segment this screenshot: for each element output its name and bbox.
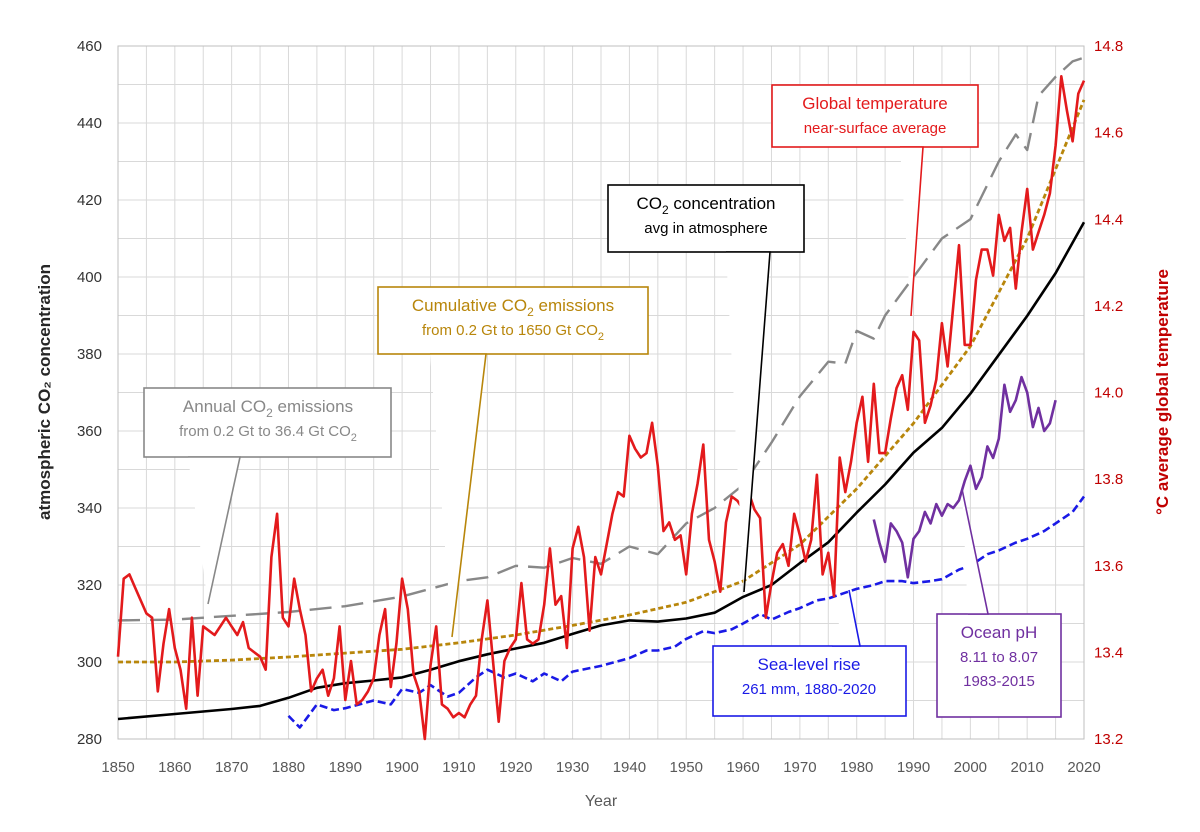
y2-tick-label: 14.8 (1094, 38, 1123, 55)
callout-box (377, 286, 649, 355)
callout-pointer (900, 146, 924, 317)
y2-tick-label: 13.6 (1094, 558, 1123, 575)
x-tick-label: 1980 (840, 759, 873, 776)
x-tick-label: 1950 (670, 759, 703, 776)
callout-title: Global temperature (802, 94, 948, 113)
tick-layer: 1850 1860 1870 1880 1890 1900 1910 1920 1930 1940… (77, 38, 1123, 776)
x-tick-label: 1940 (613, 759, 646, 776)
callout-subtitle-text: from 0.2 Gt to 36.4 Gt CO (179, 423, 351, 440)
x-tick-label: 1880 (272, 759, 305, 776)
callout-subtitle: 261 mm, 1880-2020 (742, 681, 876, 698)
callout-title: Ocean pH (961, 623, 1038, 642)
callout-subtitle: 8.11 to 8.07 (960, 649, 1038, 666)
callout-box (771, 84, 979, 148)
callout-pointer (430, 353, 487, 638)
callout-subtitle: 1983-2015 (963, 673, 1035, 690)
x-tick-label: 1990 (897, 759, 930, 776)
x-tick-label: 1850 (101, 759, 134, 776)
callout-subtitle-subscript: 2 (351, 432, 357, 444)
callout-pointer (188, 456, 241, 605)
y-tick-label: 420 (77, 192, 102, 209)
x-tick-label: 1870 (215, 759, 248, 776)
callout-title-text: Cumulative CO (412, 296, 527, 315)
callout-pointer (832, 589, 861, 647)
callout-title-text: concentration (669, 194, 776, 213)
callout-sea: Sea-level rise 261 mm, 1880-2020 (712, 589, 907, 717)
plot-frame (117, 45, 1085, 740)
callout-title: CO2 concentration (637, 194, 776, 217)
callout-title: Sea-level rise (758, 655, 861, 674)
x-tick-label: 1960 (726, 759, 759, 776)
temperature-line (116, 75, 1086, 741)
y-tick-label: 460 (77, 38, 102, 55)
callout-subtitle: avg in atmosphere (644, 220, 767, 237)
y-axis-title: atmospheric CO₂ concentration (35, 264, 54, 520)
y-tick-label: 360 (77, 423, 102, 440)
callout-box (143, 387, 392, 458)
callout-temperature: Global temperature near-surface average (771, 84, 979, 317)
x-tick-label: 2000 (954, 759, 987, 776)
x-axis-title: Year (585, 793, 618, 810)
x-tick-label: 1930 (556, 759, 589, 776)
y-tick-label: 380 (77, 346, 102, 363)
x-tick-label: 1890 (329, 759, 362, 776)
x-tick-label: 1860 (158, 759, 191, 776)
callout-pointer (726, 251, 771, 593)
y2-tick-label: 13.2 (1094, 731, 1123, 748)
y2-tick-label: 14.2 (1094, 298, 1123, 315)
callout-title: Annual CO2 emissions (183, 397, 353, 420)
y-tick-label: 280 (77, 731, 102, 748)
annual-emissions-line (117, 56, 1085, 622)
callout-title-text: emissions (534, 296, 614, 315)
series-layer (116, 56, 1086, 741)
y2-tick-label: 13.4 (1094, 644, 1123, 661)
callout-title-text: CO (637, 194, 663, 213)
callout-layer: Global temperature near-surface average CO… (143, 84, 1062, 718)
x-tick-label: 1970 (783, 759, 816, 776)
callout-box (936, 613, 1062, 718)
callout-ph: Ocean pH 8.11 to 8.07 1983-2015 (936, 488, 1062, 718)
y-tick-label: 320 (77, 577, 102, 594)
y2-tick-label: 13.8 (1094, 471, 1123, 488)
y-tick-label: 340 (77, 500, 102, 517)
callout-box (607, 184, 805, 253)
x-tick-label: 2010 (1010, 759, 1043, 776)
callout-title: Cumulative CO2 emissions (412, 296, 614, 319)
y2-tick-label: 14.6 (1094, 125, 1123, 142)
callout-title-subscript: 2 (266, 406, 273, 420)
y-tick-label: 440 (77, 115, 102, 132)
callout-subtitle-text: from 0.2 Gt to 1650 Gt CO (422, 322, 598, 339)
callout-subtitle: from 0.2 Gt to 36.4 Gt CO2 (179, 423, 357, 444)
callout-co2: CO2 concentration avg in atmosphere (607, 184, 805, 593)
callout-title-text: emissions (273, 397, 353, 416)
callout-title-text: Annual CO (183, 397, 266, 416)
y-tick-label: 300 (77, 654, 102, 671)
ocean-ph-line (872, 375, 1057, 579)
callout-subtitle: from 0.2 Gt to 1650 Gt CO2 (422, 322, 604, 343)
callout-box (712, 645, 907, 717)
callout-title-subscript: 2 (527, 305, 534, 319)
x-tick-label: 1910 (442, 759, 475, 776)
y2-axis-title: °C average global temperature (1153, 269, 1172, 515)
callout-pointer (961, 488, 989, 615)
x-tick-label: 2020 (1067, 759, 1100, 776)
x-tick-label: 1920 (499, 759, 532, 776)
callout-subtitle: near-surface average (804, 120, 947, 137)
x-tick-label: 1900 (385, 759, 418, 776)
y2-tick-label: 14.4 (1094, 211, 1123, 228)
y2-tick-label: 14.0 (1094, 385, 1123, 402)
callout-title-subscript: 2 (662, 203, 669, 217)
y-tick-label: 400 (77, 269, 102, 286)
callout-subtitle-subscript: 2 (598, 331, 604, 343)
